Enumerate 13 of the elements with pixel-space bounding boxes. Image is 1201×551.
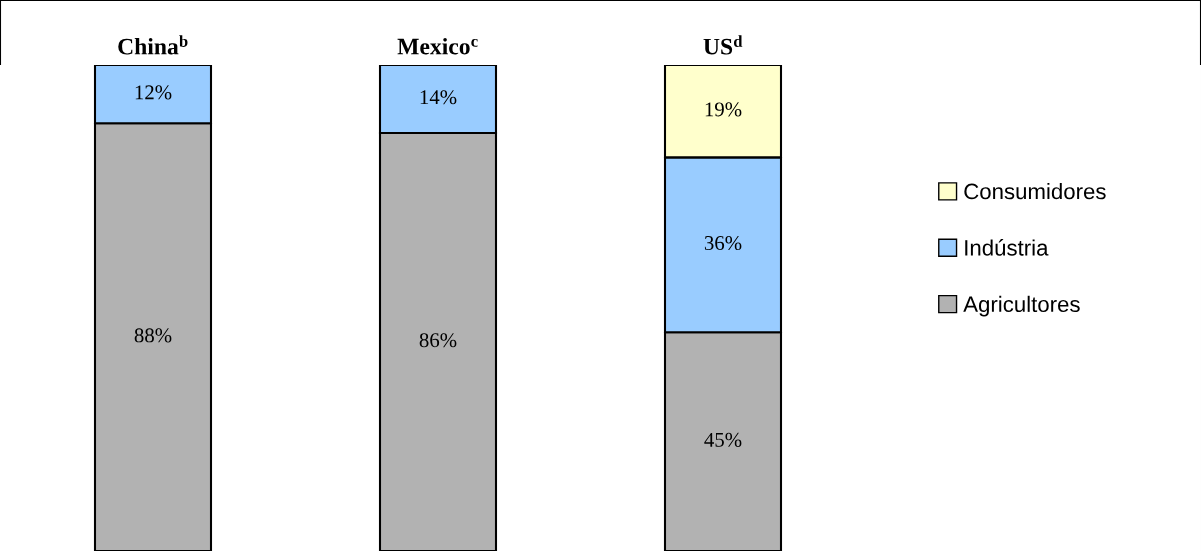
- data-label: 36%: [704, 235, 742, 251]
- legend-label: Agricultores: [963, 295, 1080, 317]
- data-label: 88%: [134, 328, 172, 343]
- data-label: 12%: [135, 85, 172, 100]
- x-tick-label: China$^{b}$: [118, 35, 188, 55]
- data-label: 14%: [420, 90, 457, 105]
- data-label: 19%: [705, 102, 742, 117]
- x-tick-label: US$^{d}$: [703, 35, 743, 55]
- legend-label: Consumidores: [964, 182, 1106, 200]
- x-tick-label: Mexico$^{c}$: [397, 37, 478, 55]
- data-label: 45%: [704, 432, 742, 447]
- legend-label: Indústria: [965, 239, 1049, 256]
- data-label: 86%: [419, 333, 457, 348]
